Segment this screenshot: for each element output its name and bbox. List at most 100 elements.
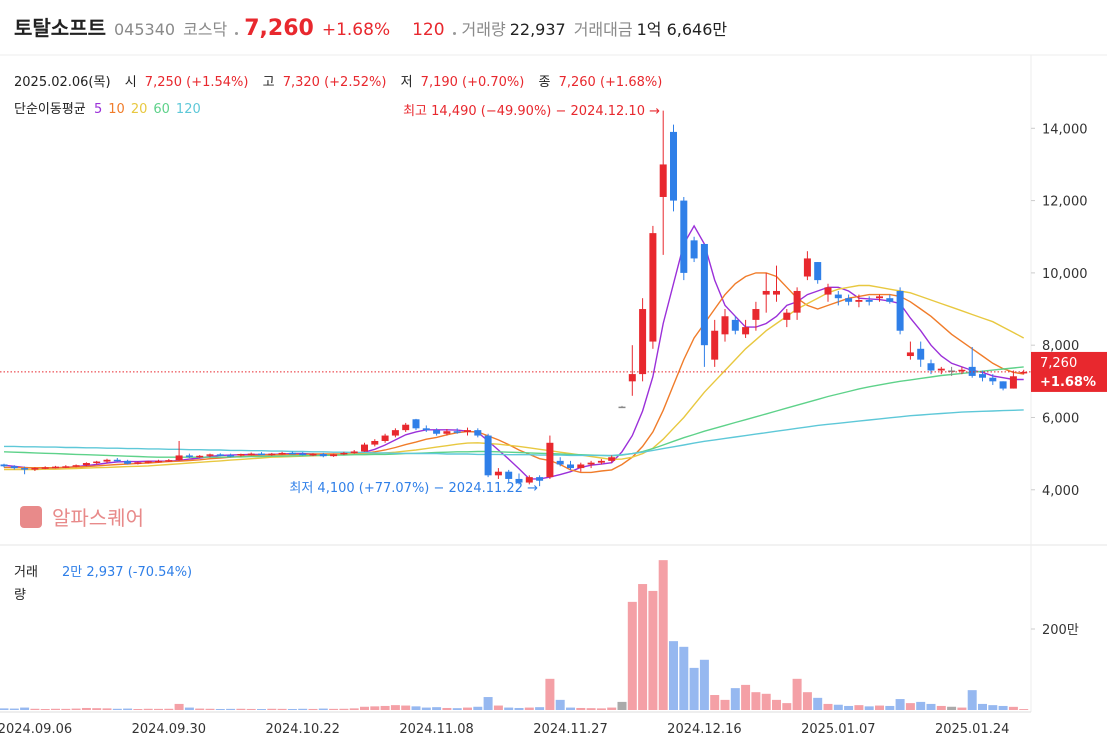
candle-body xyxy=(391,430,399,436)
candle-body xyxy=(62,466,70,468)
y-tick-label: 6,000 xyxy=(1042,411,1079,426)
candle-body xyxy=(1009,376,1017,389)
annotation: 최고 14,490 (−49.90%) − 2024.12.10 → xyxy=(403,104,660,119)
volume-bar xyxy=(370,706,380,710)
candle-body xyxy=(505,471,513,479)
y-tick-label: 8,000 xyxy=(1042,339,1079,354)
legend-entry: 10 xyxy=(108,102,125,117)
volume-bar xyxy=(730,688,740,710)
high-label: 고 xyxy=(262,75,275,90)
volume: 22,937 xyxy=(509,20,566,39)
volume-bar xyxy=(802,692,812,710)
volume-bar xyxy=(566,707,575,710)
candle-body xyxy=(886,298,894,302)
volume-bar xyxy=(978,703,987,710)
volume-bar xyxy=(648,590,658,710)
volume-bar xyxy=(380,705,390,710)
candle-body xyxy=(361,444,368,452)
legend-title: 단순이동평균 xyxy=(14,102,86,117)
candle-body xyxy=(773,290,780,295)
candle-body xyxy=(834,294,842,299)
candle-body xyxy=(422,428,430,431)
volume-bar xyxy=(864,706,874,710)
volume-bar xyxy=(947,706,957,710)
volume-bar xyxy=(133,708,143,710)
volume-bar xyxy=(844,705,854,710)
volume-bar xyxy=(287,708,297,710)
candle-body xyxy=(556,460,564,465)
candle-body xyxy=(742,327,750,335)
volume-bar xyxy=(267,708,277,710)
volume-bar xyxy=(452,708,462,710)
volume-bar xyxy=(473,706,483,710)
volume-bar xyxy=(483,697,493,710)
candle-body xyxy=(165,460,173,462)
volume-bar xyxy=(751,692,761,710)
volume-bar xyxy=(1008,706,1018,710)
candle-body xyxy=(0,464,8,467)
annotation: 최저 4,100 (+77.07%) − 2024.11.22 → xyxy=(289,481,538,496)
volume-label: 거래량 xyxy=(461,20,506,39)
change-pct: +1.68% xyxy=(321,20,391,40)
candle-body xyxy=(999,381,1007,389)
volume-value: 2만 2,937 (-70.54%) xyxy=(62,565,193,580)
volume-bar xyxy=(411,706,421,710)
candle-body xyxy=(10,466,18,469)
y-tick-label: 12,000 xyxy=(1042,195,1088,210)
open-label: 시 xyxy=(124,75,137,90)
volume-bar xyxy=(493,705,503,710)
open: 7,250 (+1.54%) xyxy=(144,75,249,90)
candle-body xyxy=(155,460,162,463)
candle-body xyxy=(824,287,832,295)
high: 7,320 (+2.52%) xyxy=(282,75,387,90)
candle-body xyxy=(124,460,132,464)
price-tag-value: 7,260 xyxy=(1040,356,1077,371)
candle-body xyxy=(649,233,657,342)
volume-bar xyxy=(555,699,565,710)
moving-average xyxy=(3,366,1024,458)
close: 7,260 (+1.68%) xyxy=(558,75,663,90)
separator xyxy=(235,32,239,35)
candle-body xyxy=(597,460,605,463)
candle-body xyxy=(319,453,327,457)
change: 120 xyxy=(412,20,445,40)
price-tag xyxy=(1031,351,1107,392)
candle-body xyxy=(783,312,791,320)
candle-body xyxy=(464,430,471,432)
y-tick-label: 200만 xyxy=(1042,623,1079,638)
legend-entry: 20 xyxy=(130,102,148,117)
watermark: 알파스퀘어 xyxy=(20,502,144,531)
candle-body xyxy=(206,454,214,456)
volume-bar xyxy=(1019,709,1029,710)
candle-body xyxy=(618,406,626,409)
volume-bar xyxy=(81,707,91,710)
candle-body xyxy=(989,377,997,382)
candle-body xyxy=(227,455,235,457)
header: 토탈소프트 045340 코스닥 7,260 +1.68% 120 거래량 22… xyxy=(14,12,735,41)
volume-bar xyxy=(442,707,452,710)
candle-body xyxy=(134,462,142,464)
candle-body xyxy=(515,478,523,483)
volume-bar xyxy=(71,708,81,710)
candle-body xyxy=(803,258,811,277)
candle-body xyxy=(453,431,461,433)
candle-body xyxy=(917,348,925,360)
price-tag-change: +1.68% xyxy=(1040,375,1096,390)
volume-bar xyxy=(40,708,50,710)
candle-body xyxy=(299,453,307,456)
moving-average xyxy=(4,284,1025,471)
candle-body xyxy=(587,462,595,465)
candle-body xyxy=(711,330,719,360)
volume-bar xyxy=(184,707,194,710)
volume-bar xyxy=(0,708,9,710)
candle-body xyxy=(237,453,245,456)
legend-entry: 120 xyxy=(175,102,201,117)
volume-bar xyxy=(20,707,30,710)
volume-bar xyxy=(360,706,369,710)
market: 코스닥 xyxy=(183,20,228,39)
candle-body xyxy=(896,290,904,331)
y-tick-label: 4,000 xyxy=(1042,484,1079,499)
candle-body xyxy=(731,319,739,331)
candle-body xyxy=(1020,371,1028,374)
candle-body xyxy=(979,374,986,378)
